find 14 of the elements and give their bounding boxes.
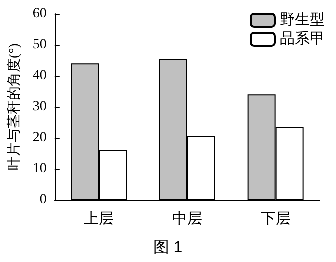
x-tick-label: 中层	[172, 210, 202, 228]
x-tick-label: 下层	[260, 212, 291, 228]
y-tick-label: 40	[32, 68, 47, 84]
y-tick-label: 50	[32, 38, 47, 52]
y-tick-label: 0	[40, 192, 47, 208]
caption: 图 1	[153, 240, 183, 256]
y-tick-label: 30	[32, 100, 47, 114]
legend-label: 野生型	[280, 12, 325, 28]
legend-label: 品系甲	[280, 30, 325, 48]
y-tick-label: 60	[32, 6, 47, 22]
x-tick-label: 上层	[84, 210, 114, 228]
y-axis-title: 叶片与茎秆的角度(°)	[6, 43, 22, 170]
y-tick-label: 10	[32, 162, 47, 176]
y-tick-label: 20	[32, 130, 47, 146]
